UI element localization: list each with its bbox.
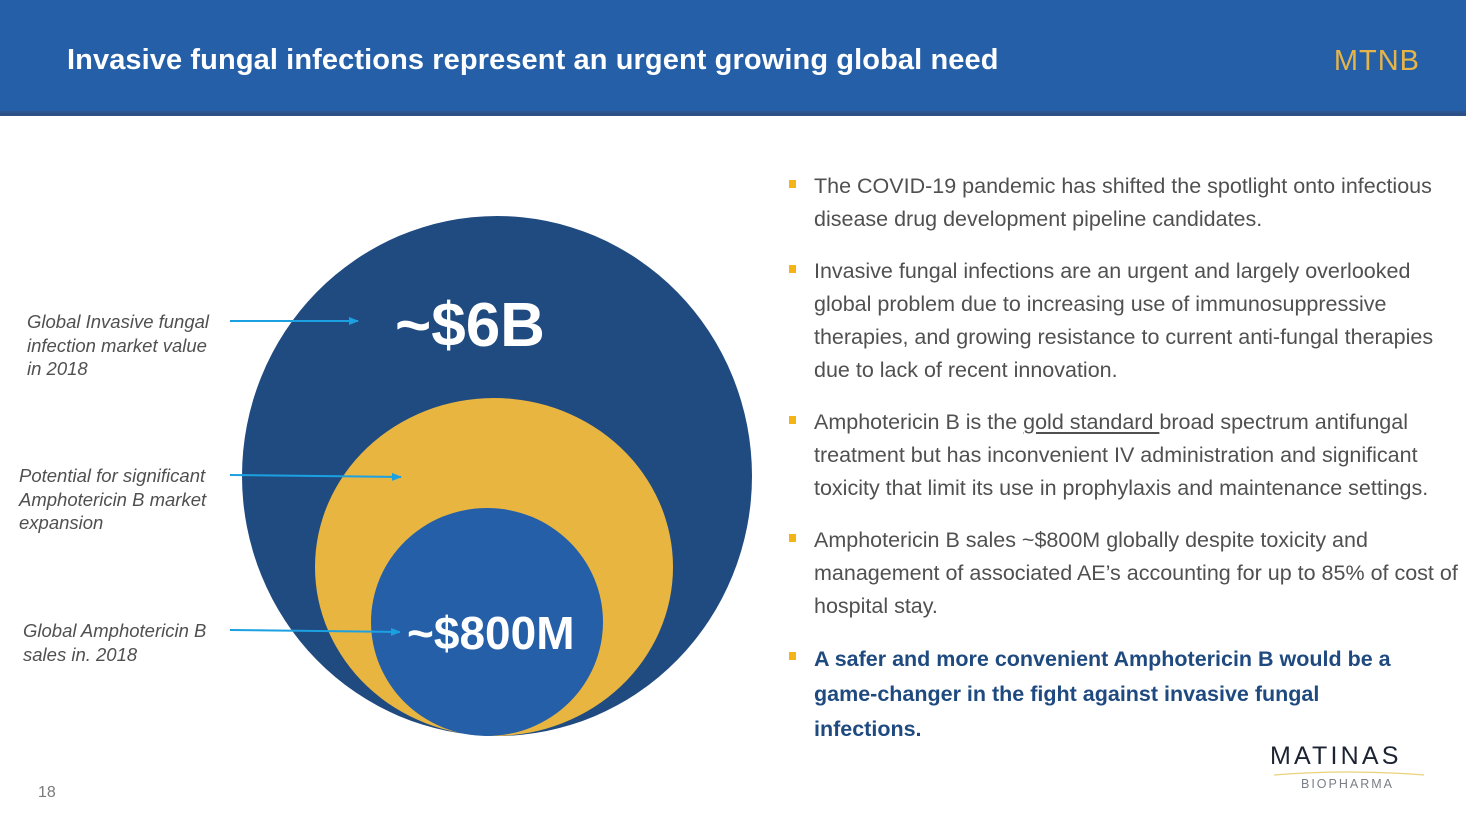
callout-line: Global Invasive fungal [27, 311, 210, 332]
callout-arrow-middle [229, 472, 402, 481]
callout-line: in 2018 [27, 358, 88, 379]
bullet-item: Invasive fungal infections are an urgent… [786, 255, 1458, 387]
outer-value-label: ~$6B [395, 291, 545, 360]
bullet-text: broad spectrum antifungal treatment but … [814, 410, 1429, 500]
ticker-symbol: MTNB [1333, 45, 1420, 77]
slide-header: Invasive fungal infections represent an … [0, 0, 1466, 116]
bullet-text: Amphotericin B is the [814, 410, 1024, 434]
bullet-text: The COVID-19 pandemic has shifted the sp… [814, 174, 1432, 231]
callout-line: Amphotericin B market [19, 488, 207, 510]
bullet-item: Amphotericin B is the gold standard broa… [786, 406, 1458, 505]
page-number: 18 [38, 784, 56, 801]
inner-value-label: ~$800M [407, 607, 575, 659]
logo-subtitle: BIOPHARMA [1301, 777, 1395, 791]
bullet-text: Amphotericin B sales ~$800M globally des… [814, 528, 1458, 618]
callout-arrow-inner [229, 627, 401, 636]
callout-line: Global Amphotericin B [23, 620, 207, 641]
callout-inner: Global Amphotericin B sales in. 2018 [23, 619, 206, 666]
bullet-list: The COVID-19 pandemic has shifted the sp… [786, 170, 1458, 766]
market-size-diagram: ~$6B ~$800M Global Invasive fungal infec… [19, 216, 752, 736]
callout-middle: Potential for significant Amphotericin B… [19, 464, 206, 535]
callout-line: Potential for significant [19, 465, 206, 486]
logo-swoosh-icon [1274, 771, 1424, 776]
bullet-item-emphasis: A safer and more convenient Amphotericin… [786, 642, 1458, 747]
callout-line: expansion [19, 512, 104, 533]
bullet-square-icon [789, 534, 796, 542]
nested-circles [229, 216, 752, 736]
logo-wordmark: MATINAS [1270, 742, 1402, 770]
bullet-square-icon [789, 180, 796, 188]
callout-line: infection market value [27, 334, 207, 356]
bullet-text: A safer and more convenient Amphotericin… [814, 647, 1391, 741]
callout-outer: Global Invasive fungal infection market … [27, 310, 209, 381]
underlined-phrase: gold standard [1023, 410, 1160, 434]
bullet-item: The COVID-19 pandemic has shifted the sp… [786, 170, 1458, 236]
callout-line: sales in. 2018 [23, 643, 138, 665]
bullet-square-icon [789, 265, 796, 273]
inner-circle [371, 508, 603, 736]
bullet-square-icon [789, 416, 796, 424]
bullet-square-icon [789, 652, 796, 660]
slide-title: Invasive fungal infections represent an … [67, 44, 999, 76]
bullet-item: Amphotericin B sales ~$800M globally des… [786, 524, 1458, 623]
bullet-text: Invasive fungal infections are an urgent… [814, 259, 1434, 382]
company-logo: MATINAS BIOPHARMA [1262, 742, 1428, 798]
